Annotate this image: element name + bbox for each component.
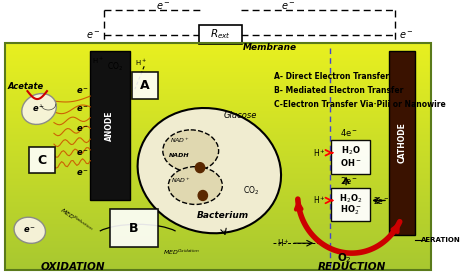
Ellipse shape xyxy=(168,167,222,205)
Text: e$^-$: e$^-$ xyxy=(399,30,414,41)
Text: H$^+$: H$^+$ xyxy=(313,147,326,159)
Text: CO$_2$: CO$_2$ xyxy=(107,60,123,73)
Text: 4e$^-$: 4e$^-$ xyxy=(340,127,358,138)
Text: H$_2$O$_2$: H$_2$O$_2$ xyxy=(339,192,363,205)
Text: e$^-$: e$^-$ xyxy=(76,86,90,96)
Text: H$^+$: H$^+$ xyxy=(313,195,326,206)
Ellipse shape xyxy=(163,130,219,172)
Text: C-Electron Transfer Via·Pili or Nanowire: C-Electron Transfer Via·Pili or Nanowire xyxy=(274,100,446,108)
Text: Acetate: Acetate xyxy=(8,82,44,91)
Ellipse shape xyxy=(137,108,281,233)
Text: H$^+$: H$^+$ xyxy=(277,237,290,249)
Text: e$^-$: e$^-$ xyxy=(155,1,170,12)
Text: e$^-$: e$^-$ xyxy=(76,169,90,178)
Ellipse shape xyxy=(14,217,46,243)
FancyBboxPatch shape xyxy=(110,209,158,247)
Text: MED$^{Reduction}$: MED$^{Reduction}$ xyxy=(58,206,94,235)
Text: NAD$^+$: NAD$^+$ xyxy=(172,176,191,185)
Text: H$^+$: H$^+$ xyxy=(91,56,104,67)
Text: OH$^-$: OH$^-$ xyxy=(340,157,362,168)
Circle shape xyxy=(198,190,208,200)
Text: A: A xyxy=(140,79,149,92)
Text: 2e$^-$: 2e$^-$ xyxy=(340,175,358,186)
Text: CATHODE: CATHODE xyxy=(397,122,406,163)
Text: $R_{ext}$: $R_{ext}$ xyxy=(210,28,231,41)
Text: 2e$^-$: 2e$^-$ xyxy=(373,195,390,206)
FancyBboxPatch shape xyxy=(199,25,242,44)
Text: e$^-$: e$^-$ xyxy=(281,1,296,12)
Text: e$^-$: e$^-$ xyxy=(33,104,46,114)
Bar xyxy=(90,51,130,200)
Text: Bacterium: Bacterium xyxy=(197,211,249,220)
Text: e$^-$: e$^-$ xyxy=(76,124,90,134)
Text: ANODE: ANODE xyxy=(105,111,114,141)
Text: e$^-$: e$^-$ xyxy=(86,30,100,41)
Text: Glucose: Glucose xyxy=(223,112,257,120)
FancyBboxPatch shape xyxy=(331,140,370,174)
FancyBboxPatch shape xyxy=(331,187,370,221)
Text: HO$_2^-$: HO$_2^-$ xyxy=(340,204,362,217)
FancyBboxPatch shape xyxy=(29,147,55,173)
Text: O$_2$: O$_2$ xyxy=(337,251,352,265)
Text: H$_2$O: H$_2$O xyxy=(341,145,361,157)
Text: e$^-$: e$^-$ xyxy=(76,104,90,114)
Text: H$^+$: H$^+$ xyxy=(136,58,147,68)
Text: B- Mediated Electron Transfer: B- Mediated Electron Transfer xyxy=(274,86,404,95)
Text: e$^-$: e$^-$ xyxy=(76,148,90,158)
Bar xyxy=(389,51,415,235)
Text: NADH: NADH xyxy=(169,153,190,158)
Text: AERATION: AERATION xyxy=(421,237,461,243)
Text: NAD$^+$: NAD$^+$ xyxy=(170,136,190,145)
Text: B: B xyxy=(129,222,139,235)
Text: e$^-$: e$^-$ xyxy=(23,225,36,235)
Ellipse shape xyxy=(22,94,56,124)
Bar xyxy=(5,43,431,270)
FancyBboxPatch shape xyxy=(132,72,158,99)
Circle shape xyxy=(195,163,205,172)
Text: Membrane: Membrane xyxy=(243,43,297,52)
Text: C: C xyxy=(38,154,47,167)
Text: REDUCTION: REDUCTION xyxy=(318,262,386,272)
Text: MED$^{Oxidation}$: MED$^{Oxidation}$ xyxy=(163,248,200,257)
Text: A- Direct Electron Transfer: A- Direct Electron Transfer xyxy=(274,72,390,81)
Text: OXIDATION: OXIDATION xyxy=(40,262,105,272)
Text: CO$_2$: CO$_2$ xyxy=(243,184,259,197)
